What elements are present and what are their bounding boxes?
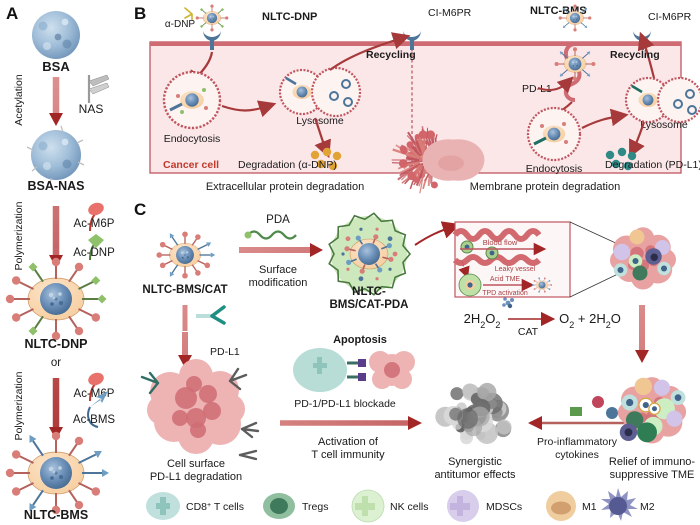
svg-text:T cell immunity: T cell immunity [311, 449, 385, 461]
svg-text:BSA: BSA [42, 59, 70, 74]
svg-text:CAT: CAT [518, 326, 539, 338]
svg-text:NLTC-DNP: NLTC-DNP [262, 11, 317, 23]
svg-text:Leaky vessel: Leaky vessel [495, 266, 536, 273]
svg-text:Pro-inflammatory: Pro-inflammatory [537, 436, 618, 448]
svg-text:Acid TME: Acid TME [490, 276, 521, 283]
svg-text:NAS: NAS [79, 102, 104, 116]
svg-text:TPD activation: TPD activation [482, 290, 528, 297]
svg-text:PD-L1: PD-L1 [210, 346, 240, 358]
svg-text:Cancer cell: Cancer cell [163, 159, 219, 171]
svg-text:Relief of immuno-: Relief of immuno- [609, 456, 696, 468]
svg-text:Polymerization: Polymerization [13, 371, 25, 440]
svg-text:NLTC-: NLTC- [352, 286, 386, 298]
svg-text:CI-M6PR: CI-M6PR [648, 11, 692, 23]
svg-text:Lysosome: Lysosome [296, 115, 344, 127]
svg-text:Apoptosis: Apoptosis [333, 334, 387, 346]
svg-text:Ac-M6P: Ac-M6P [74, 218, 115, 230]
svg-text:Surface: Surface [259, 264, 297, 276]
svg-text:NLTC-DNP: NLTC-DNP [25, 337, 88, 351]
svg-text:CI-M6PR: CI-M6PR [428, 7, 472, 19]
svg-text:Degradation (PD-L1): Degradation (PD-L1) [605, 159, 700, 171]
svg-text:modification: modification [249, 277, 308, 289]
svg-text:Membrane protein degradation: Membrane protein degradation [470, 181, 620, 193]
svg-text:antitumor effects: antitumor effects [434, 469, 516, 481]
svg-text:α-DNP: α-DNP [165, 19, 196, 30]
svg-text:Endocytosis: Endocytosis [164, 133, 221, 145]
svg-text:Endocytosis: Endocytosis [526, 163, 583, 175]
svg-text:Cell surface: Cell surface [167, 458, 225, 470]
svg-text:Ac-DNP: Ac-DNP [73, 247, 115, 259]
svg-text:Lysosome: Lysosome [640, 119, 688, 131]
svg-text:cytokines: cytokines [555, 449, 599, 461]
svg-text:2H2O2: 2H2O2 [464, 311, 501, 330]
svg-text:Polymerization: Polymerization [13, 201, 25, 270]
svg-text:O2 + 2H2O: O2 + 2H2O [559, 311, 621, 330]
svg-text:BSA-NAS: BSA-NAS [28, 179, 85, 193]
svg-text:Recycling: Recycling [610, 49, 660, 61]
svg-text:PD-1/PD-L1 blockade: PD-1/PD-L1 blockade [294, 398, 396, 410]
svg-text:Acetylation: Acetylation [13, 74, 25, 126]
svg-text:NLTC-BMS: NLTC-BMS [24, 508, 88, 522]
svg-text:Ac-M6P: Ac-M6P [74, 388, 115, 400]
svg-text:Degradation (α-DNP): Degradation (α-DNP) [238, 159, 337, 171]
svg-text:BMS/CAT-PDA: BMS/CAT-PDA [329, 299, 408, 311]
svg-text:Synergistic: Synergistic [448, 456, 502, 468]
svg-text:or: or [51, 357, 61, 369]
svg-text:Blood flow: Blood flow [483, 238, 518, 247]
svg-text:Ac-BMS: Ac-BMS [73, 414, 116, 426]
svg-text:Recycling: Recycling [366, 49, 416, 61]
svg-text:Activation of: Activation of [318, 436, 379, 448]
svg-text:PD-L1 degradation: PD-L1 degradation [150, 471, 242, 483]
svg-text:Extracellular protein degradat: Extracellular protein degradation [206, 181, 364, 193]
svg-text:NLTC-BMS/CAT: NLTC-BMS/CAT [142, 284, 227, 296]
svg-text:suppressive TME: suppressive TME [610, 469, 695, 481]
